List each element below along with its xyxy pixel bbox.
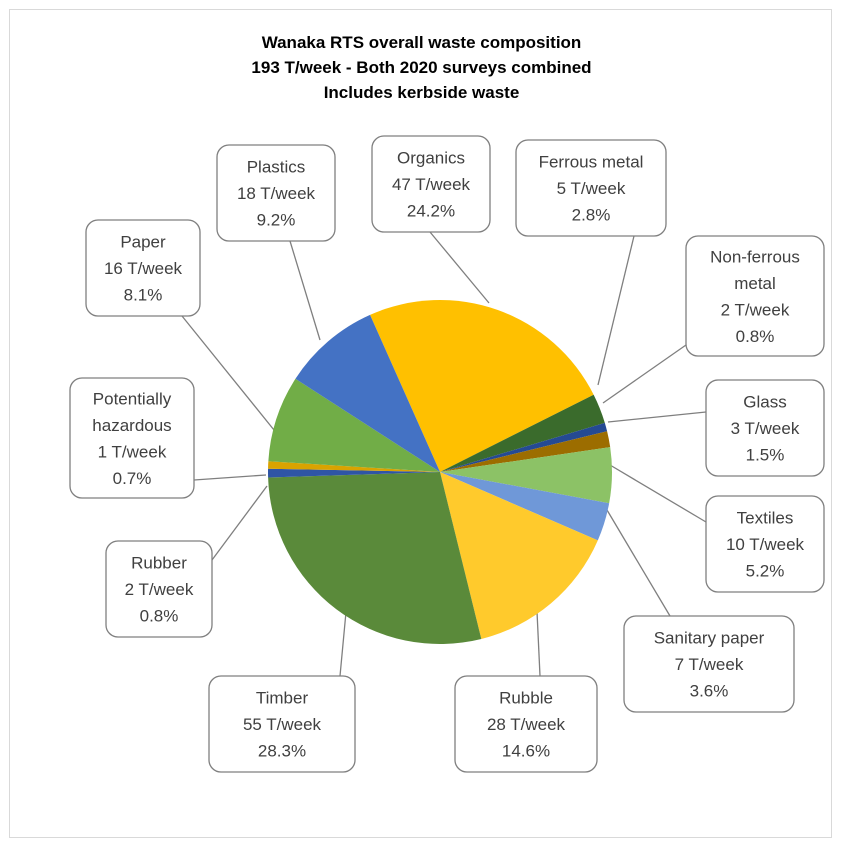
leader-line <box>429 231 490 304</box>
pie-slice-timber <box>268 472 482 644</box>
data-label-potentially-hazardous: Potentially hazardous 1 T/week 0.7% <box>69 377 195 499</box>
label-text: 10 T/week <box>726 535 805 554</box>
label-text: Timber <box>256 689 309 708</box>
data-label-glass: Glass 3 T/week 1.5% <box>705 379 825 477</box>
label-text: Ferrous metal <box>539 153 644 172</box>
label-text: 5.2% <box>746 562 785 581</box>
data-label-textiles: Textiles 10 T/week 5.2% <box>705 495 825 593</box>
pie-slice-rubber <box>268 468 440 478</box>
pie-slice-ferrous-metal <box>440 394 605 472</box>
data-label-ferrous-metal: Ferrous metal 5 T/week 2.8% <box>515 139 667 237</box>
pie-slice-textiles <box>440 447 612 504</box>
label-text: Rubble <box>499 689 553 708</box>
label-text: 24.2% <box>407 202 455 221</box>
label-text: Paper <box>120 233 166 252</box>
pie-slice-non-ferrous-metal <box>440 422 608 472</box>
label-box <box>454 675 598 773</box>
label-text: 14.6% <box>502 742 550 761</box>
label-box <box>69 377 195 499</box>
label-text: Non-ferrous <box>710 247 800 266</box>
label-text: 3 T/week <box>731 419 800 438</box>
label-text: 9.2% <box>257 211 296 230</box>
leader-line <box>211 485 268 561</box>
label-text: 28 T/week <box>487 715 566 734</box>
pie-slice-glass <box>440 431 611 472</box>
data-label-rubble: Rubble 28 T/week 14.6% <box>454 675 598 773</box>
label-text: 8.1% <box>124 286 163 305</box>
label-text: 0.8% <box>736 327 775 346</box>
label-box <box>685 235 825 357</box>
leader-line <box>181 315 275 431</box>
label-text: 2.8% <box>572 206 611 225</box>
label-text: 2 T/week <box>125 580 194 599</box>
leader-line <box>609 464 707 523</box>
label-box <box>705 379 825 477</box>
data-label-plastics: Plastics 18 T/week 9.2% <box>216 144 336 242</box>
label-box <box>216 144 336 242</box>
label-text: 47 T/week <box>392 175 471 194</box>
label-box <box>623 615 795 713</box>
label-text: 28.3% <box>258 742 306 761</box>
leader-line <box>597 235 635 386</box>
label-text: Potentially <box>93 389 172 408</box>
label-text: 0.7% <box>113 469 152 488</box>
label-text: 0.8% <box>140 607 179 626</box>
label-text: 7 T/week <box>675 655 744 674</box>
label-text: 3.6% <box>690 682 729 701</box>
data-label-organics: Organics 47 T/week 24.2% <box>371 135 491 233</box>
label-box <box>371 135 491 233</box>
label-text: Glass <box>743 393 786 412</box>
label-text: Textiles <box>737 509 794 528</box>
label-text: 1 T/week <box>98 442 167 461</box>
label-text: Plastics <box>247 158 306 177</box>
label-text: 5 T/week <box>557 179 626 198</box>
label-box <box>705 495 825 593</box>
label-text: Organics <box>397 149 465 168</box>
label-text: 2 T/week <box>721 300 790 319</box>
leader-line <box>339 611 347 677</box>
leader-line <box>606 509 671 617</box>
label-text: metal <box>734 274 776 293</box>
data-label-paper: Paper 16 T/week 8.1% <box>85 219 201 317</box>
chart-title-line-1: Wanaka RTS overall waste composition <box>261 33 582 52</box>
pie-slice-rubble <box>440 472 598 639</box>
data-label-timber: Timber 55 T/week 28.3% <box>208 675 356 773</box>
leader-line <box>607 411 707 423</box>
leader-line <box>602 344 687 404</box>
chart-title-line-3: Includes kerbside waste <box>323 83 520 102</box>
label-text: Rubber <box>131 554 187 573</box>
label-text: 55 T/week <box>243 715 322 734</box>
data-label-sanitary-paper: Sanitary paper 7 T/week 3.6% <box>623 615 795 713</box>
label-text: hazardous <box>92 416 171 435</box>
label-box <box>515 139 667 237</box>
label-text: 1.5% <box>746 446 785 465</box>
pie-slice-potentially-hazardous <box>268 461 440 472</box>
chart-title-line-2: 193 T/week - Both 2020 surveys combined <box>251 58 592 77</box>
pie-slice-sanitary-paper <box>440 472 610 541</box>
pie-slice-organics <box>370 299 594 472</box>
label-box <box>105 540 213 638</box>
label-text: Sanitary paper <box>654 629 765 648</box>
label-text: 18 T/week <box>237 184 316 203</box>
leader-line <box>193 474 267 481</box>
label-text: 16 T/week <box>104 259 183 278</box>
data-label-rubber: Rubber 2 T/week 0.8% <box>105 540 213 638</box>
leader-line <box>289 240 321 341</box>
label-box <box>85 219 201 317</box>
pie-slice-paper <box>268 378 440 472</box>
data-label-non-ferrous-metal: Non-ferrous metal 2 T/week 0.8% <box>685 235 825 357</box>
label-box <box>208 675 356 773</box>
pie-slice-plastics <box>295 314 440 472</box>
